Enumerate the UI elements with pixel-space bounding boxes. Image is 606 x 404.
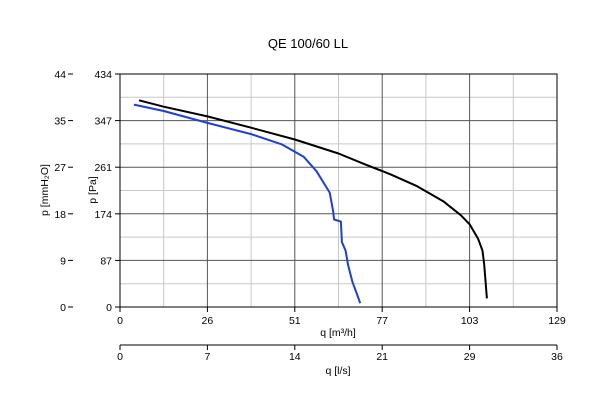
x-ticks-ls: 0 7 14 21 29 36 bbox=[117, 345, 563, 363]
y-tick-label-mmh2o: 9 bbox=[60, 255, 66, 267]
y-tick-label-mmh2o: 0 bbox=[60, 302, 66, 314]
y-tick-label-mmh2o: 18 bbox=[54, 209, 66, 221]
x-axis-label-m3h: q [m³/h] bbox=[320, 327, 356, 339]
y-tick-label-pa: 0 bbox=[106, 302, 112, 314]
x-tick-label-ls: 29 bbox=[464, 351, 476, 363]
x-tick-label-m3h: 51 bbox=[289, 315, 301, 327]
y-axis-label-pa: p [Pa] bbox=[87, 176, 99, 204]
plot-frame bbox=[119, 73, 558, 308]
y-tick-label-pa: 347 bbox=[94, 116, 112, 128]
x-tick-label-ls: 14 bbox=[289, 351, 301, 363]
x-tick-label-m3h: 129 bbox=[548, 315, 566, 327]
x-tick-label-ls: 21 bbox=[376, 351, 388, 363]
y-axis-label-mmh2o: p [mmH₂O] bbox=[39, 164, 51, 216]
x-tick-label-m3h: 77 bbox=[376, 315, 388, 327]
x-ticks-m3h: 0 26 51 77 103 129 bbox=[117, 307, 566, 327]
x-tick-label-m3h: 26 bbox=[202, 315, 214, 327]
series-line-1 bbox=[138, 99, 488, 299]
y-tick-label-pa: 174 bbox=[94, 209, 112, 221]
series-layer bbox=[133, 99, 488, 304]
minor-gridlines bbox=[120, 74, 557, 307]
y-ticks-pa: 0 87 174 261 347 434 bbox=[94, 69, 120, 314]
y-tick-label-pa: 87 bbox=[100, 255, 112, 267]
y-ticks-mmh2o: 0 9 18 27 35 44 bbox=[54, 69, 73, 314]
x-tick-label-ls: 0 bbox=[117, 351, 123, 363]
x-tick-label-ls: 36 bbox=[551, 351, 563, 363]
y-tick-label-pa: 261 bbox=[94, 162, 112, 174]
chart-title: QE 100/60 LL bbox=[268, 36, 348, 51]
x-tick-label-m3h: 103 bbox=[461, 315, 479, 327]
y-tick-label-pa: 434 bbox=[94, 69, 112, 81]
x-tick-label-ls: 7 bbox=[204, 351, 210, 363]
y-tick-label-mmh2o: 27 bbox=[54, 162, 66, 174]
y-tick-label-mmh2o: 35 bbox=[54, 116, 66, 128]
x-axis-label-ls: q [l/s] bbox=[325, 365, 350, 377]
series-line-2 bbox=[133, 103, 362, 304]
y-tick-label-mmh2o: 44 bbox=[54, 69, 66, 81]
x-tick-label-m3h: 0 bbox=[117, 315, 123, 327]
